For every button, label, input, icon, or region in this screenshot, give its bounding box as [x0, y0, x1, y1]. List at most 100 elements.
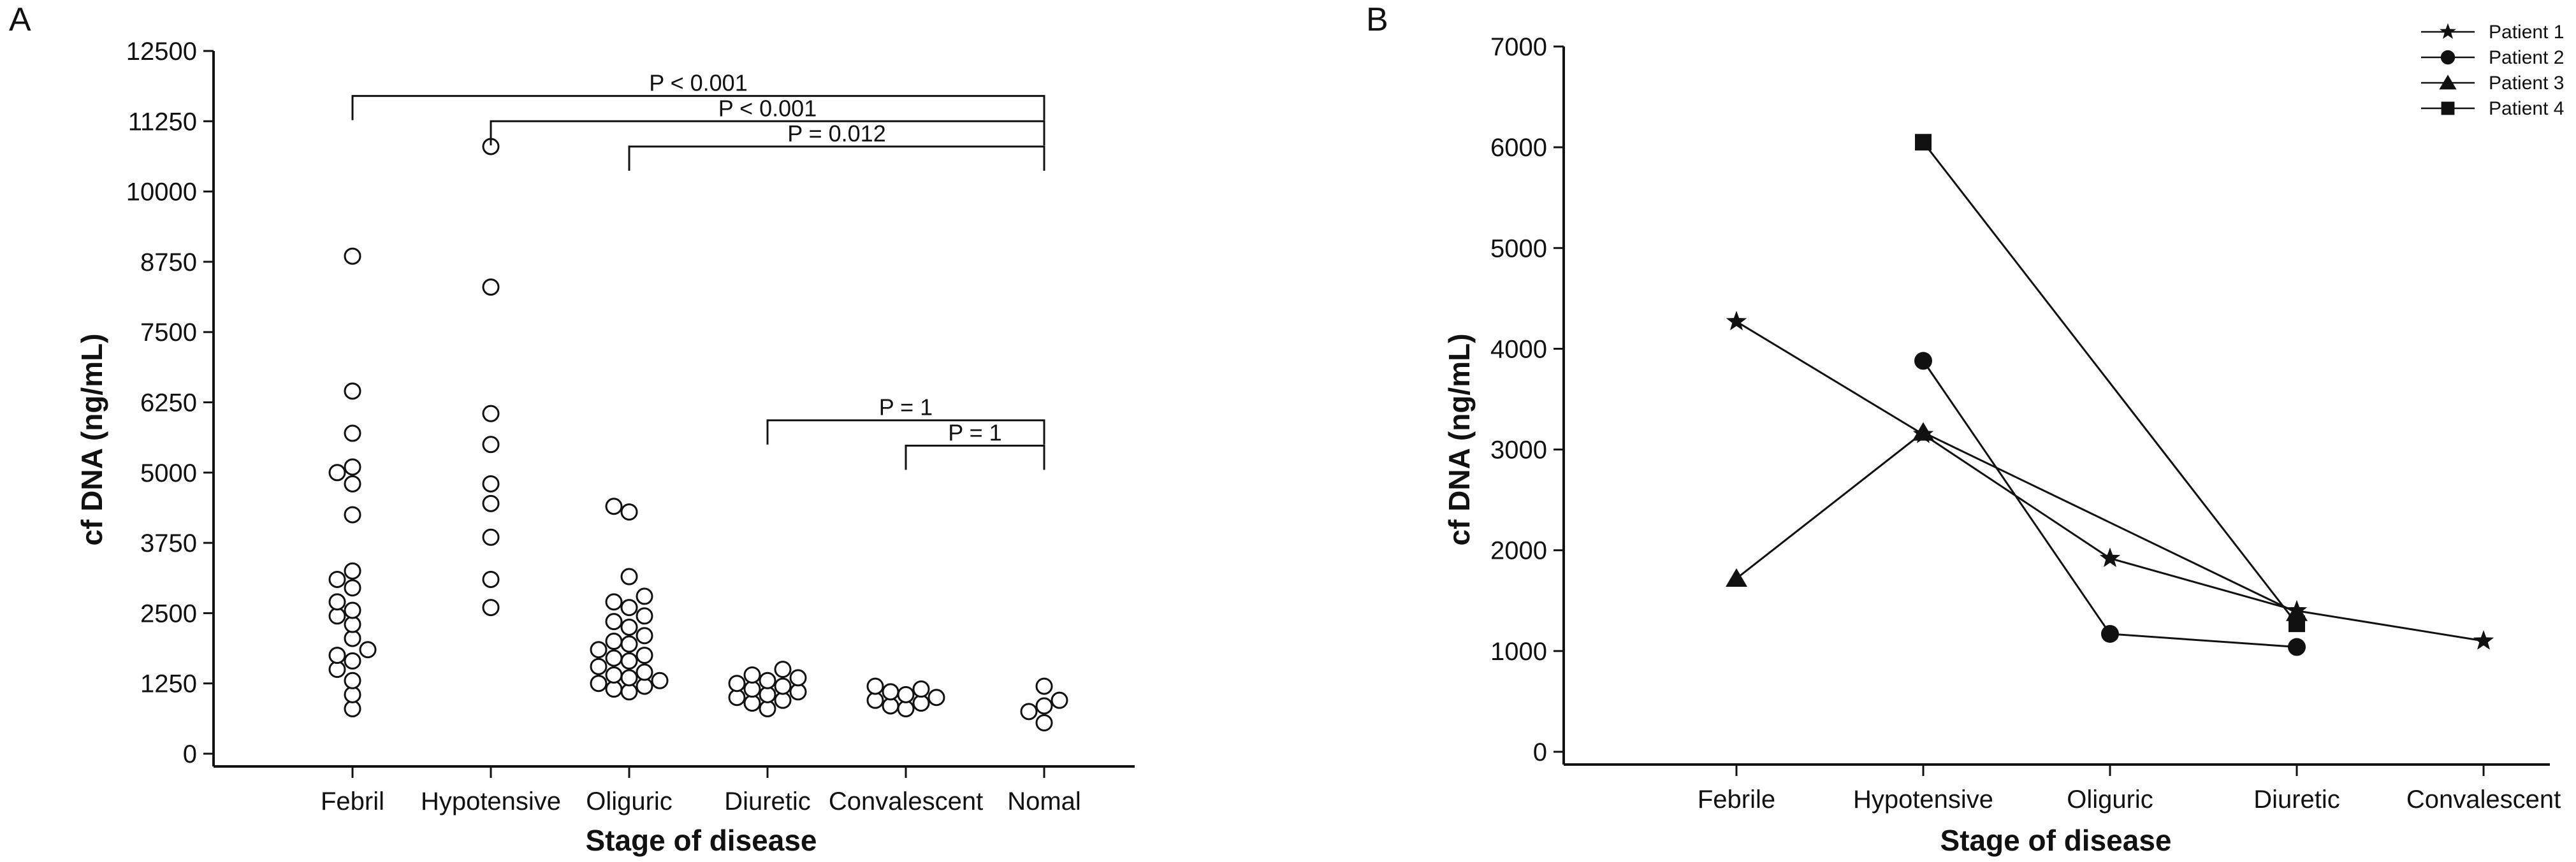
panel-a-data-point [620, 618, 638, 636]
panel-a-data-point [605, 666, 623, 684]
panel-a-data-point [328, 661, 346, 679]
panel-a-data-point [605, 680, 623, 698]
panel-a-data-point [344, 672, 361, 689]
panel-a: A cf DNA (ng/mL) Stage of disease 0 1250 2… [9, 1, 1135, 857]
panel-a-data-point [344, 382, 361, 400]
panel-a-data-point [482, 475, 500, 492]
panel-a-data-point [1035, 714, 1053, 731]
panel-a-data-point [344, 247, 361, 265]
panel-a-data-point [759, 700, 776, 717]
panel-a-data-point [912, 680, 930, 698]
panel-a-data-point [728, 689, 746, 707]
panel-a-data-point [344, 700, 361, 717]
legend-marker-icon [2440, 50, 2456, 65]
panel-a-data-point [1020, 703, 1038, 721]
panel-a-data-point [328, 464, 346, 482]
panel-a-data-point [620, 599, 638, 617]
panel-b-x-tick-label: Hypotensive [1853, 786, 1993, 814]
panel-b-y-tick-label: 2000 [1490, 537, 1547, 565]
panel-b-data-point [1912, 422, 1934, 441]
panel-a-data-point [912, 694, 930, 712]
panel-a-y-tick-label: 8750 [140, 248, 197, 277]
panel-b-data-point [2101, 624, 2119, 643]
panel-b-data-point [2099, 547, 2121, 568]
panel-a-data-point [605, 633, 623, 650]
panel-b-data-point [1914, 352, 1932, 370]
panel-a-data-point [344, 458, 361, 476]
panel-a-data-point [620, 503, 638, 521]
panel-a-x-tick-label: Hypotensive [421, 787, 561, 815]
panel-b-data-point [1915, 134, 1932, 151]
panel-a-significance-bracket [766, 419, 1045, 445]
legend-label: Patient 1 [2489, 22, 2564, 43]
panel-a-data-point [620, 652, 638, 670]
panel-a-data-point [482, 599, 500, 617]
panel-b-legend: Patient 1 Patient 2 Patient 3 Patient 4 [2421, 22, 2564, 119]
panel-a-data-point [620, 568, 638, 585]
panel-a-x-axis-title: Stage of disease [585, 824, 817, 857]
panel-a-data-point [743, 694, 761, 712]
panel-b-label: B [1366, 1, 1388, 38]
panel-a-x-tick-label: Diuretic [724, 787, 811, 815]
panel-a-p-value-label: P = 0.012 [787, 120, 885, 147]
panel-b: B cf DNA (ng/mL) Stage of disease 0 1000 2… [1366, 1, 2564, 857]
panel-a-data-point [636, 607, 653, 625]
panel-b-data-point [2289, 615, 2305, 633]
panel-a-data-point [636, 647, 653, 664]
panel-a-data-point [482, 436, 500, 454]
legend-label: Patient 3 [2489, 73, 2564, 94]
panel-a-data-point [1035, 697, 1053, 715]
panel-a-data-point [344, 629, 361, 647]
panel-a-data-point [590, 675, 608, 693]
panel-b-x-tick-label: Febrile [1698, 786, 1775, 814]
panel-a-data-point [344, 506, 361, 524]
legend-label: Patient 4 [2489, 98, 2564, 119]
panel-b-data-point [2473, 630, 2494, 650]
panel-a-data-point [344, 601, 361, 619]
panel-b-series-line-2 [1922, 360, 2297, 649]
panel-a-label: A [9, 1, 31, 38]
panel-a-data-point [344, 579, 361, 597]
panel-b-data-point [1726, 568, 1747, 587]
panel-a-y-tick-label: 10000 [126, 178, 197, 206]
panel-a-data-point [359, 641, 377, 659]
panel-a-data-point [866, 691, 884, 709]
panel-a-y-tick-label: 0 [183, 740, 197, 768]
panel-a-x-tick-label: Convalescent [829, 787, 983, 815]
panel-a-data-point [636, 587, 653, 605]
panel-a-significance-bracket [490, 120, 1045, 146]
panel-a-significance-bracket [628, 145, 1045, 171]
panel-a-data-point [328, 593, 346, 611]
panel-b-y-tick-label: 5000 [1490, 234, 1547, 262]
panel-b-y-axis-title: cf DNA (ng/mL) [1443, 333, 1476, 545]
panel-a-data-point [344, 475, 361, 492]
panel-b-x-tick-label: Convalescent [2406, 786, 2561, 814]
panel-a-data-point [482, 405, 500, 422]
panel-a-data-point [1051, 691, 1068, 709]
panel-a-data-point [605, 593, 623, 611]
panel-a-data-point [774, 691, 792, 709]
panel-a-data-point [482, 494, 500, 512]
panel-a-data-point [651, 672, 669, 689]
panel-a-y-tick-label: 11250 [128, 108, 197, 136]
panel-a-data-point [789, 669, 807, 687]
panel-a-significance-bracket [351, 95, 1045, 120]
panel-a-data-point [344, 615, 361, 633]
panel-a-data-point [774, 661, 792, 679]
panel-b-x-tick-label: Diuretic [2253, 786, 2340, 814]
panel-b-series-line-3 [1736, 431, 2297, 614]
panel-a-y-tick-label: 5000 [140, 459, 197, 487]
panel-a-data-point [759, 686, 776, 703]
panel-a-y-tick-label: 2500 [140, 600, 197, 628]
panel-a-x-tick-label: Febril [321, 787, 384, 815]
panel-a-data-point [636, 677, 653, 695]
panel-a-data-point [897, 686, 915, 703]
legend-marker-icon [2439, 75, 2457, 90]
panel-b-y-tick-label: 3000 [1490, 436, 1547, 464]
panel-a-data-point [605, 649, 623, 667]
panel-b-y-tick-label: 7000 [1490, 33, 1547, 61]
legend-label: Patient 2 [2489, 47, 2564, 68]
panel-a-data-point [590, 657, 608, 675]
panel-a-data-point [759, 672, 776, 689]
panel-a-data-point [605, 498, 623, 515]
